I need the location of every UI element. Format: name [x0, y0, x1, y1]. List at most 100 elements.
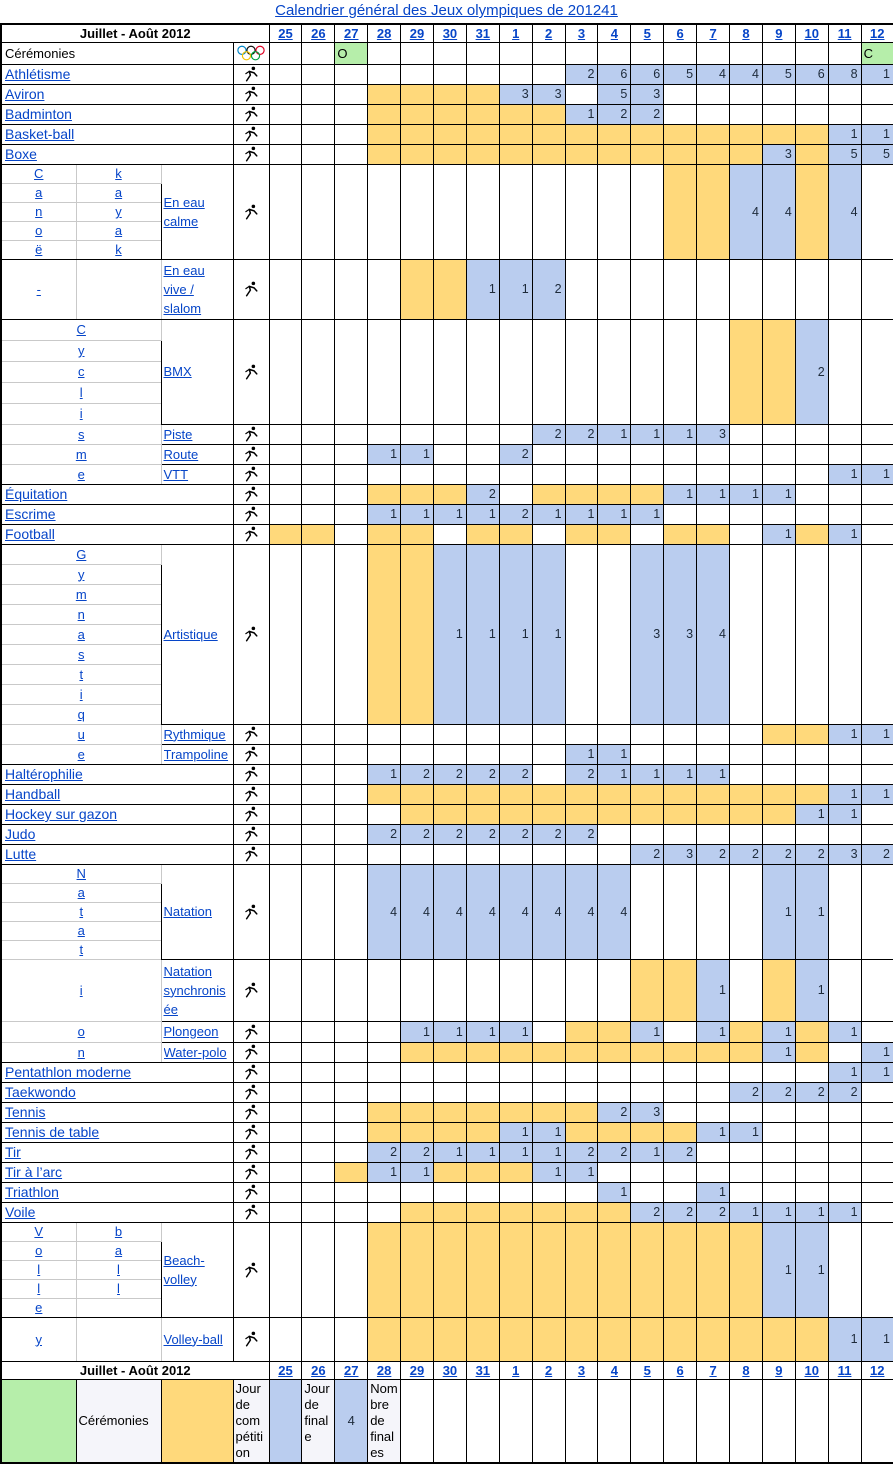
date-link-6-bottom[interactable]: 6: [676, 1362, 684, 1378]
beach-volley-letter-link-2-3[interactable]: l: [117, 1281, 120, 1296]
tennis-de-table-label[interactable]: Tennis de table: [0, 1121, 234, 1143]
gym-artistique-letter-link-1-3[interactable]: n: [77, 606, 85, 622]
date-link-9-bottom[interactable]: 9: [775, 1362, 783, 1378]
canoe-sprint-letter2-2[interactable]: y: [75, 201, 162, 222]
date-link-30-top[interactable]: 30: [442, 25, 458, 41]
natation-synchro-letter1-0[interactable]: i: [0, 958, 162, 1022]
water-polo-link[interactable]: Water-polo: [163, 1044, 227, 1060]
date-link-12-top[interactable]: 12: [870, 25, 885, 41]
basketball-label[interactable]: Basket-ball: [0, 123, 234, 145]
gym-trampoline-link[interactable]: Trampoline: [163, 746, 229, 762]
beach-volley-letter-link-1-3[interactable]: l: [37, 1281, 41, 1296]
date-link-29-top[interactable]: 29: [409, 25, 425, 41]
gym-artistique-letter1-6[interactable]: t: [0, 663, 162, 685]
gym-artistique-letter-link-1-8[interactable]: q: [77, 706, 85, 722]
gym-artistique-letter-link-1-1[interactable]: y: [78, 566, 85, 582]
gym-artistique-letter1-1[interactable]: y: [0, 563, 162, 585]
cyclisme-bmx-letter-link-1-4[interactable]: i: [79, 406, 83, 421]
aviron-link[interactable]: Aviron: [5, 86, 45, 102]
natation-link[interactable]: Natation: [163, 904, 212, 919]
judo-label[interactable]: Judo: [0, 823, 234, 845]
cyclisme-bmx-letter1-3[interactable]: l: [0, 381, 162, 404]
beach-volley-letter-link-1-2[interactable]: l: [37, 1262, 41, 1277]
gym-artistique-letter-link-1-2[interactable]: m: [75, 586, 87, 602]
escrime-label[interactable]: Escrime: [0, 503, 234, 525]
date-link-26-top[interactable]: 26: [311, 25, 326, 41]
natation-letter-link-1-3[interactable]: a: [77, 923, 85, 938]
canoe-sprint-letter-link-1-0[interactable]: C: [34, 166, 44, 181]
cyclisme-bmx-letter1-4[interactable]: i: [0, 402, 162, 425]
date-link-8-bottom[interactable]: 8: [742, 1362, 750, 1378]
tir-a-larc-link[interactable]: Tir à l’arc: [5, 1164, 63, 1180]
cyclisme-vtt-letter-link-1-0[interactable]: e: [77, 466, 85, 482]
date-link-9-top[interactable]: 9: [775, 25, 783, 41]
gym-artistique-letter1-4[interactable]: a: [0, 623, 162, 645]
canoe-sprint-letter-link-2-0[interactable]: k: [115, 166, 122, 181]
beach-volley-letter2-3[interactable]: l: [75, 1278, 162, 1299]
gym-artistique-letter1-3[interactable]: n: [0, 603, 162, 625]
beach-volley-letter1-2[interactable]: l: [0, 1259, 77, 1280]
gym-artistique-letter1-2[interactable]: m: [0, 583, 162, 605]
cyclisme-route-letter1-0[interactable]: m: [0, 443, 162, 465]
gym-artistique-link[interactable]: Artistique: [163, 626, 218, 642]
date-link-2-bottom[interactable]: 2: [544, 1362, 553, 1378]
lutte-link[interactable]: Lutte: [5, 846, 37, 862]
gym-trampoline-letter1-0[interactable]: e: [0, 743, 162, 765]
beach-volley-letter-link-2-1[interactable]: a: [114, 1243, 123, 1258]
gym-artistique-letter1-5[interactable]: s: [0, 643, 162, 665]
beach-volley-letter2-1[interactable]: a: [75, 1240, 162, 1261]
hockey-label[interactable]: Hockey sur gazon: [0, 803, 234, 825]
judo-link[interactable]: Judo: [5, 826, 36, 842]
gym-artistique-letter-link-1-7[interactable]: i: [79, 686, 83, 702]
cyclisme-route-link[interactable]: Route: [163, 446, 199, 462]
gym-rythmique-letter-link-1-0[interactable]: u: [77, 726, 85, 742]
canoe-sprint-letter1-3[interactable]: o: [0, 220, 77, 241]
date-link-28-top[interactable]: 28: [376, 25, 392, 41]
handball-link[interactable]: Handball: [5, 786, 61, 802]
plongeon-letter1-0[interactable]: o: [0, 1020, 162, 1043]
lutte-label[interactable]: Lutte: [0, 843, 234, 865]
canoe-sprint-letter2-1[interactable]: a: [75, 182, 162, 203]
canoe-sprint-letter-link-1-1[interactable]: a: [35, 185, 43, 200]
canoe-sprint-link[interactable]: En eau calme: [163, 194, 205, 229]
boxe-link[interactable]: Boxe: [5, 146, 37, 162]
athletisme-label[interactable]: Athlétisme: [0, 63, 234, 85]
pentathlon-link[interactable]: Pentathlon moderne: [5, 1064, 132, 1080]
beach-volley-letter1-1[interactable]: o: [0, 1240, 77, 1261]
date-link-4-top[interactable]: 4: [610, 25, 618, 41]
beach-volley-letter-link-1-1[interactable]: o: [35, 1243, 43, 1258]
date-link-4-bottom[interactable]: 4: [610, 1362, 618, 1378]
canoe-slalom-letter-link-1-0[interactable]: -: [36, 281, 41, 297]
cyclisme-piste-letter-link-1-0[interactable]: s: [78, 426, 85, 442]
gym-artistique-letter1-0[interactable]: G: [0, 543, 162, 565]
date-link-27-bottom[interactable]: 27: [344, 1362, 359, 1378]
date-link-10-top[interactable]: 10: [804, 25, 819, 41]
water-polo-letter1-0[interactable]: n: [0, 1041, 162, 1063]
canoe-sprint-letter-link-2-1[interactable]: a: [114, 185, 123, 200]
voile-link[interactable]: Voile: [5, 1204, 36, 1220]
date-link-31-bottom[interactable]: 31: [475, 1362, 491, 1378]
gym-artistique-letter1-7[interactable]: i: [0, 683, 162, 705]
cyclisme-bmx-letter-link-1-3[interactable]: l: [79, 385, 83, 400]
date-link-10-bottom[interactable]: 10: [804, 1362, 819, 1378]
triathlon-label[interactable]: Triathlon: [0, 1181, 234, 1203]
football-link[interactable]: Football: [5, 526, 55, 542]
canoe-sprint-letter1-1[interactable]: a: [0, 182, 77, 203]
gym-artistique-letter-link-1-4[interactable]: a: [77, 626, 85, 642]
date-link-12-bottom[interactable]: 12: [870, 1362, 885, 1378]
tir-link[interactable]: Tir: [5, 1144, 21, 1160]
natation-letter-link-1-0[interactable]: N: [76, 866, 86, 881]
canoe-sprint-letter2-0[interactable]: k: [75, 163, 162, 184]
taekwondo-link[interactable]: Taekwondo: [5, 1084, 76, 1100]
cyclisme-bmx-letter-link-1-1[interactable]: y: [78, 343, 85, 358]
triathlon-link[interactable]: Triathlon: [5, 1184, 59, 1200]
tennis-link[interactable]: Tennis: [5, 1104, 46, 1120]
canoe-sprint-letter2-4[interactable]: k: [75, 239, 162, 260]
cyclisme-bmx-link[interactable]: BMX: [163, 364, 192, 379]
cyclisme-bmx-letter1-0[interactable]: C: [0, 318, 162, 341]
date-link-7-top[interactable]: 7: [709, 25, 717, 41]
date-link-2-top[interactable]: 2: [544, 25, 553, 41]
volley-ball-letter-link-1-0[interactable]: y: [35, 1331, 43, 1347]
gym-artistique-letter-link-1-5[interactable]: s: [78, 646, 85, 662]
football-label[interactable]: Football: [0, 523, 234, 545]
